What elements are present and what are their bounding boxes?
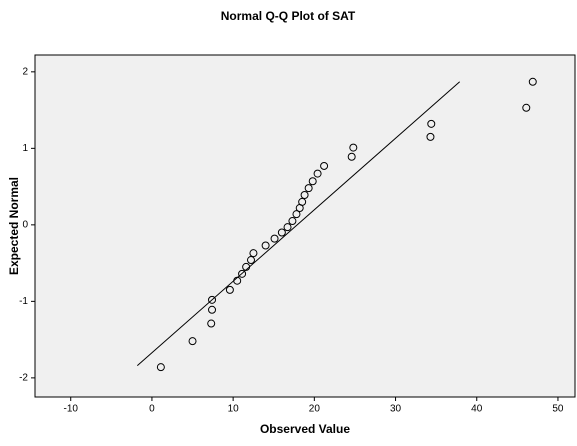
point [308,177,317,186]
point [208,295,217,304]
point [427,119,436,128]
point [522,103,531,112]
point [320,161,329,170]
plot-area [34,54,576,398]
chart-title: Normal Q-Q Plot of SAT [221,9,356,23]
y-tick-label: -1 [19,296,28,307]
point [292,210,301,219]
point [261,241,270,250]
point [283,223,292,232]
point [233,276,242,285]
point [238,269,247,278]
point [304,184,313,193]
point [188,337,197,346]
point [242,262,251,271]
point [207,319,216,328]
point [247,256,255,265]
x-tick-label: 50 [552,404,564,415]
x-tick-label: 0 [149,404,155,415]
point [277,228,286,237]
x-tick-label: 20 [309,404,321,415]
x-tick-label: -10 [64,404,79,415]
point [225,285,234,294]
point [313,169,322,178]
point [156,363,165,372]
x-tick-label: 10 [228,404,240,415]
point [208,305,217,314]
y-axis-label: Expected Normal [7,177,21,275]
point [288,217,297,226]
point [270,234,279,243]
point [249,249,258,258]
point [349,143,358,152]
point [300,191,309,200]
point [347,152,356,161]
point [298,197,307,206]
reference-line [136,81,461,367]
y-tick-label: 2 [22,66,28,77]
x-tick-label: 30 [390,404,402,415]
y-tick-label: 0 [22,219,28,230]
y-tick-label: -2 [19,373,28,384]
x-tick-label: 40 [471,404,483,415]
x-axis-label: Observed Value [260,422,350,436]
point [426,132,435,141]
y-tick-label: 1 [22,143,28,154]
point [528,77,537,86]
